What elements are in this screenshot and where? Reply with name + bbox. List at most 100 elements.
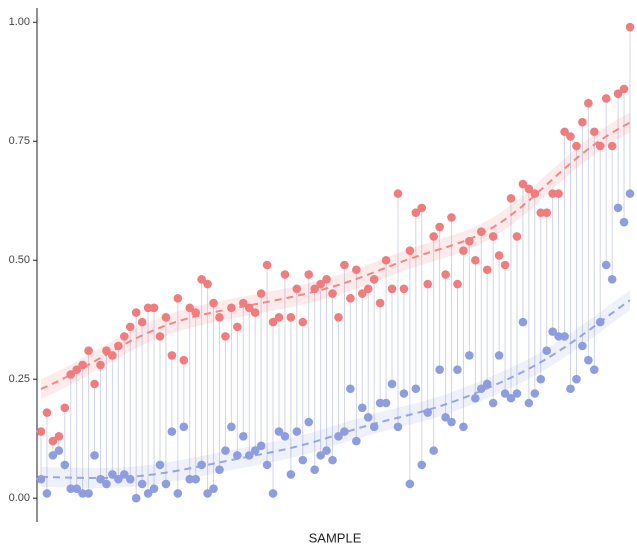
y-tick-label: 0.25 bbox=[9, 373, 30, 385]
point bbox=[256, 441, 266, 451]
point bbox=[209, 484, 218, 493]
point bbox=[119, 332, 129, 341]
point bbox=[48, 451, 58, 460]
point bbox=[155, 460, 165, 470]
trend-line bbox=[40, 299, 631, 480]
trend-band bbox=[41, 112, 630, 400]
point bbox=[42, 408, 52, 417]
point bbox=[619, 84, 629, 94]
point bbox=[459, 246, 468, 256]
point bbox=[393, 422, 403, 432]
point bbox=[405, 479, 415, 489]
point bbox=[221, 446, 230, 455]
point bbox=[346, 294, 355, 303]
point bbox=[286, 470, 296, 479]
point bbox=[518, 317, 528, 327]
point bbox=[500, 389, 510, 398]
point bbox=[143, 303, 153, 313]
point bbox=[262, 260, 272, 270]
point bbox=[280, 270, 290, 279]
point bbox=[363, 284, 373, 294]
point bbox=[233, 451, 242, 460]
point bbox=[78, 360, 87, 370]
point bbox=[399, 389, 409, 398]
point bbox=[560, 332, 569, 341]
point bbox=[625, 22, 635, 32]
point bbox=[155, 332, 165, 341]
point bbox=[524, 184, 534, 194]
point bbox=[584, 355, 593, 365]
point bbox=[595, 141, 605, 151]
point bbox=[54, 446, 64, 455]
point bbox=[566, 132, 575, 141]
point bbox=[429, 232, 438, 241]
point bbox=[268, 317, 278, 327]
point bbox=[250, 446, 260, 455]
point bbox=[310, 284, 319, 294]
point bbox=[584, 98, 593, 108]
point bbox=[417, 203, 427, 213]
point bbox=[298, 317, 308, 327]
point bbox=[512, 389, 522, 398]
point bbox=[423, 279, 433, 289]
point bbox=[310, 465, 319, 474]
point bbox=[346, 384, 355, 394]
point bbox=[328, 289, 337, 298]
point bbox=[179, 355, 189, 365]
point bbox=[572, 141, 581, 151]
point bbox=[482, 379, 492, 389]
point bbox=[334, 313, 343, 322]
point bbox=[322, 446, 331, 455]
point bbox=[613, 89, 623, 98]
point bbox=[161, 479, 171, 489]
point bbox=[250, 308, 260, 317]
point bbox=[125, 322, 135, 332]
point bbox=[554, 332, 563, 341]
point bbox=[298, 455, 308, 465]
point bbox=[179, 422, 189, 432]
point bbox=[322, 274, 331, 284]
point bbox=[268, 489, 278, 498]
point bbox=[167, 427, 177, 436]
point bbox=[399, 284, 409, 294]
point bbox=[601, 94, 611, 103]
point bbox=[500, 260, 510, 270]
point bbox=[548, 189, 557, 198]
point bbox=[84, 489, 93, 498]
point bbox=[161, 313, 171, 322]
point bbox=[578, 341, 587, 351]
point bbox=[340, 260, 349, 270]
point bbox=[96, 360, 105, 370]
y-tick-label: 1.00 bbox=[9, 16, 30, 28]
point bbox=[512, 232, 522, 241]
point bbox=[453, 365, 462, 375]
point bbox=[530, 189, 540, 198]
point bbox=[357, 403, 367, 413]
point bbox=[274, 313, 284, 322]
point bbox=[54, 432, 64, 441]
point bbox=[167, 351, 177, 360]
point bbox=[441, 412, 450, 422]
trend-line bbox=[40, 121, 631, 390]
point bbox=[417, 460, 427, 470]
point bbox=[625, 189, 635, 198]
point bbox=[191, 474, 200, 484]
point bbox=[482, 265, 492, 275]
point bbox=[494, 251, 504, 260]
point bbox=[375, 298, 385, 308]
point bbox=[572, 374, 581, 384]
point bbox=[613, 203, 623, 213]
point bbox=[393, 189, 403, 198]
point bbox=[471, 393, 480, 403]
point bbox=[560, 127, 569, 137]
point bbox=[607, 274, 617, 284]
point bbox=[42, 489, 52, 498]
point bbox=[435, 365, 444, 375]
point bbox=[542, 346, 552, 355]
point bbox=[465, 351, 474, 360]
point bbox=[590, 127, 599, 137]
point bbox=[131, 493, 141, 503]
point bbox=[60, 403, 70, 413]
point bbox=[518, 179, 528, 189]
point bbox=[197, 274, 206, 284]
